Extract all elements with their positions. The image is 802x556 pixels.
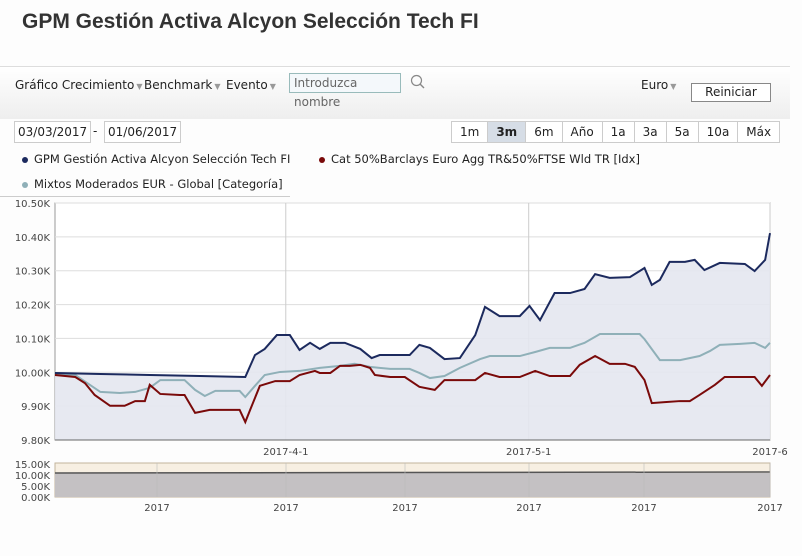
period-5a[interactable]: 5a [665,122,698,142]
legend-item-category[interactable]: Mixtos Moderados EUR - Global [Categoría… [22,177,283,191]
navigator-x-label: 2017 [516,503,541,514]
search-input[interactable]: Introduzca nombre [289,73,401,109]
legend-item-fund[interactable]: GPM Gestión Activa Alcyon Selección Tech… [22,152,290,166]
x-tick-label: 2017-6 [752,447,787,458]
search-icon[interactable] [410,74,426,94]
series-line [54,333,771,399]
y-tick-label: 10.00K [15,368,51,379]
caret-down-icon: ▼ [214,82,221,91]
period-selector: 1m 3m 6m Año 1a 3a 5a 10a Máx [451,121,781,143]
period-1m[interactable]: 1m [452,122,488,142]
y-tick-label: 9.90K [21,402,50,413]
period-1a[interactable]: 1a [601,122,634,142]
benchmark-dropdown[interactable]: Benchmark ▼ [144,78,221,92]
legend-dot-icon [22,156,28,163]
date-to-input[interactable]: 01/06/2017 [104,121,182,143]
reset-button[interactable]: Reiniciar [691,83,771,102]
caret-down-icon: ▼ [136,82,143,91]
period-3a[interactable]: 3a [633,122,666,142]
date-from-input[interactable]: 03/03/2017 [14,121,92,143]
period-6m[interactable]: 6m [525,122,562,142]
navigator-y-label: 0.00K [21,493,50,504]
period-Máx[interactable]: Máx [737,122,780,142]
legend-divider [0,196,290,197]
series-line [54,232,771,379]
navigator-y-label: 5.00K [21,482,50,493]
navigator-series-area [55,473,770,497]
caret-down-icon: ▼ [269,82,276,91]
period-Año[interactable]: Año [561,122,602,142]
series-area [55,233,770,440]
navigator-x-label: 2017 [144,503,169,514]
y-tick-label: 10.30K [15,267,51,278]
navigator-x-label: 2017 [757,503,782,514]
growth-chart-dropdown[interactable]: Gráfico Crecimiento ▼ [15,78,142,92]
period-10a[interactable]: 10a [697,122,738,142]
legend-label: Mixtos Moderados EUR - Global [Categoría… [34,177,283,191]
y-tick-label: 10.10K [15,334,51,345]
legend-label: GPM Gestión Activa Alcyon Selección Tech… [34,152,291,166]
legend-dot-icon [319,156,325,163]
page-title: GPM Gestión Activa Alcyon Selección Tech… [22,10,479,33]
navigator-series-line [54,471,771,474]
currency-label: Euro [641,78,669,92]
navigator-y-label: 15.00K [15,460,51,471]
series-line [54,354,771,425]
legend-label: Cat 50%Barclays Euro Agg TR&50%FTSE Wld … [331,152,640,166]
y-tick-label: 10.40K [15,233,51,244]
benchmark-label: Benchmark [144,78,213,92]
navigator-y-label: 10.00K [15,471,51,482]
event-label: Evento [226,78,268,92]
x-tick-label: 2017-4-1 [263,447,308,458]
currency-dropdown[interactable]: Euro ▼ [641,78,676,92]
date-separator: - [93,124,98,138]
legend-dot-icon [22,181,28,188]
navigator-x-label: 2017 [631,503,656,514]
navigator-x-label: 2017 [273,503,298,514]
caret-down-icon: ▼ [670,82,677,91]
period-3m[interactable]: 3m [487,122,526,142]
event-dropdown[interactable]: Evento ▼ [226,78,276,92]
x-tick-label: 2017-5-1 [506,447,551,458]
y-tick-label: 10.50K [15,199,51,210]
navigator-x-label: 2017 [392,503,417,514]
growth-chart-label: Gráfico Crecimiento [15,78,135,92]
y-tick-label: 10.20K [15,301,51,312]
legend-item-benchmark[interactable]: Cat 50%Barclays Euro Agg TR&50%FTSE Wld … [319,152,640,166]
y-tick-label: 9.80K [21,436,50,447]
